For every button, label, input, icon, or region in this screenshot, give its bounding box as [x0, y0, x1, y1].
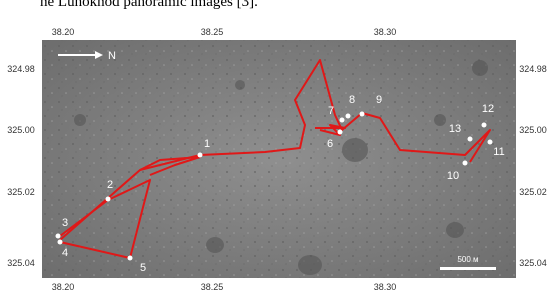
- station-dot: [128, 256, 133, 261]
- right-axis-label: 324.98: [519, 64, 547, 74]
- left-axis-label: 324.98: [7, 64, 35, 74]
- right-axis-label: 325.00: [519, 125, 547, 135]
- left-axis-label: 325.02: [7, 187, 35, 197]
- bottom-axis-label: 38.25: [201, 282, 224, 292]
- scale-label: 500 м: [457, 255, 478, 264]
- caption: he Lunokhod panoramic images [3].: [40, 0, 258, 10]
- station-label: 7: [328, 105, 334, 117]
- station-dot: [488, 140, 493, 145]
- station-label: 3: [62, 217, 68, 229]
- station-label: 5: [140, 262, 146, 274]
- station-label: 10: [447, 170, 459, 182]
- left-axis-label: 325.00: [7, 125, 35, 135]
- station-dot: [346, 114, 351, 119]
- top-axis-label: 38.30: [374, 27, 397, 37]
- station-label: 2: [107, 179, 113, 191]
- station-label: 11: [493, 146, 504, 158]
- station-dot: [482, 123, 487, 128]
- surface-texture: [42, 40, 516, 278]
- station-dot: [463, 161, 468, 166]
- left-axis-label: 325.04: [7, 258, 35, 268]
- station-label: 4: [62, 247, 68, 259]
- station-dot: [198, 153, 203, 158]
- station-label: 12: [482, 103, 494, 115]
- map-figure: he Lunokhod panoramic images [3]. N 500 …: [0, 0, 549, 297]
- right-axis-label: 325.02: [519, 187, 547, 197]
- station-label: 13: [449, 123, 461, 135]
- station-label: 6: [327, 138, 333, 150]
- top-axis-label: 38.25: [201, 27, 224, 37]
- station-dot: [468, 137, 473, 142]
- page: he Lunokhod panoramic images [3]. N 500 …: [0, 0, 549, 297]
- top-axis-label: 38.20: [52, 27, 75, 37]
- station-dot: [56, 234, 61, 239]
- station-label: 8: [349, 94, 355, 106]
- bottom-axis-label: 38.30: [374, 282, 397, 292]
- station-label: 9: [376, 94, 382, 106]
- station-dot: [58, 240, 63, 245]
- right-axis-label: 325.04: [519, 258, 547, 268]
- station-dot: [338, 130, 343, 135]
- station-dot: [340, 118, 345, 123]
- north-label: N: [108, 50, 116, 62]
- station-dot: [106, 197, 111, 202]
- station-dot: [360, 112, 365, 117]
- station-label: 1: [204, 138, 210, 150]
- bottom-axis-label: 38.20: [52, 282, 75, 292]
